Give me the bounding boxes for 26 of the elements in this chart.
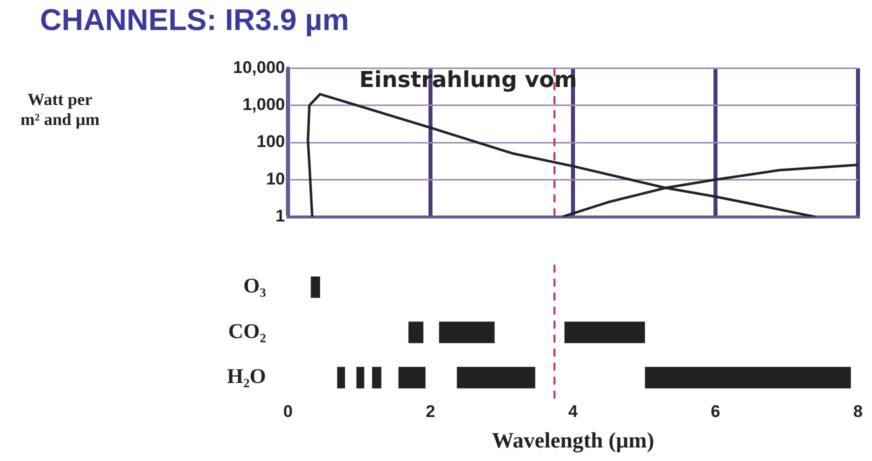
y-tick-label: 10,000 <box>233 58 285 77</box>
bar <box>644 366 851 388</box>
bar <box>356 366 364 388</box>
y-tick-label: 10 <box>266 169 285 188</box>
y-tick-label: O₃ <box>243 274 266 298</box>
y-tick-label: 1,000 <box>242 95 285 114</box>
bar <box>310 276 320 298</box>
bar <box>408 322 424 344</box>
y-tick-label: 100 <box>256 132 285 152</box>
y-tick-label: 1 <box>276 206 285 226</box>
bar <box>398 366 426 388</box>
bar <box>456 366 536 388</box>
bar <box>439 322 495 344</box>
x-tick-label: 6 <box>710 402 720 422</box>
bar <box>564 322 645 344</box>
x-tick-label: 8 <box>853 402 863 422</box>
y-tick-label: CO₂ <box>228 318 266 343</box>
x-tick-label: 2 <box>426 402 436 422</box>
y-tick-label: H₂O <box>227 364 266 388</box>
chart-title: CHANNELS: IR3.9 µm <box>40 4 350 38</box>
x-tick-label: 0 <box>283 402 293 422</box>
bar <box>337 366 345 388</box>
bar <box>372 366 382 388</box>
x-axis-title: Wavelength (µm) <box>492 427 654 452</box>
x-tick-label: 4 <box>568 402 578 422</box>
y-axis-title: Watt per m² and µm <box>20 90 100 130</box>
